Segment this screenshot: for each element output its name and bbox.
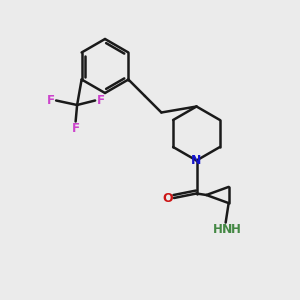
Text: F: F bbox=[72, 122, 80, 135]
Text: N: N bbox=[222, 223, 232, 236]
Text: H: H bbox=[231, 223, 241, 236]
Text: F: F bbox=[47, 94, 55, 107]
Text: H: H bbox=[213, 223, 223, 236]
Text: F: F bbox=[97, 94, 104, 107]
Text: O: O bbox=[162, 191, 173, 205]
Text: N: N bbox=[191, 154, 202, 167]
